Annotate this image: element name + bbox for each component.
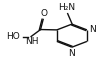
Text: HO: HO xyxy=(6,32,20,41)
Text: O: O xyxy=(40,9,47,18)
Text: N: N xyxy=(90,25,96,34)
Text: NH: NH xyxy=(25,37,38,46)
Text: H₂N: H₂N xyxy=(58,3,75,12)
Text: N: N xyxy=(68,49,75,58)
